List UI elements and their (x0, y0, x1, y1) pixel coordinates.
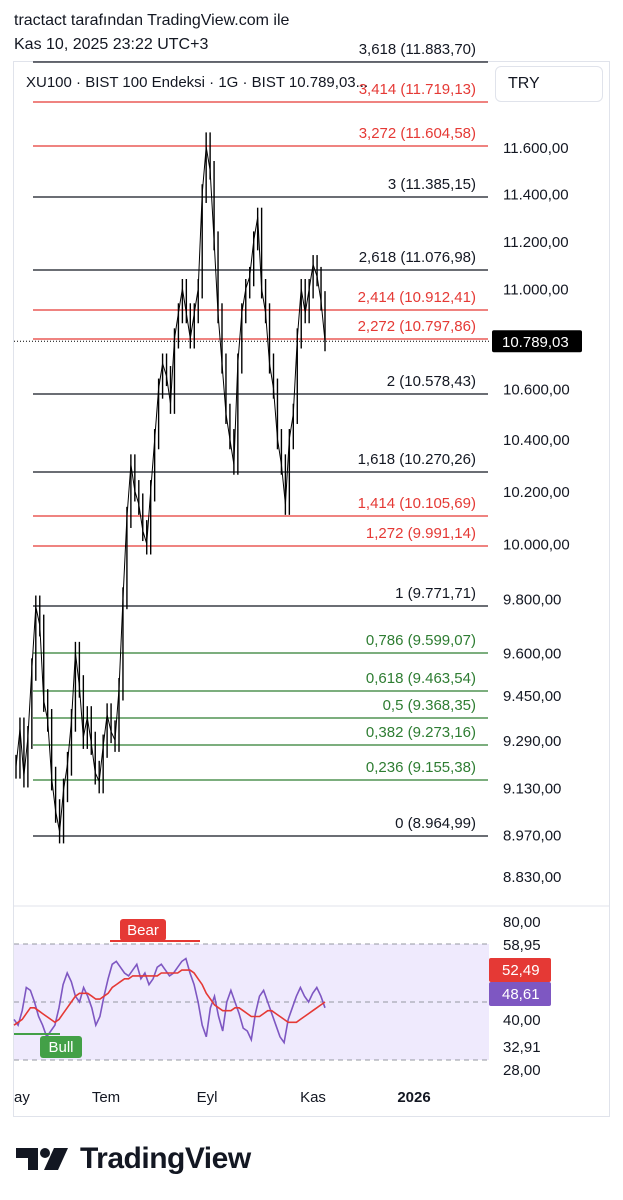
bull-label-box (40, 1036, 82, 1058)
tradingview-logo-icon (16, 1148, 68, 1170)
price-axis-label: 10.000,00 (503, 537, 570, 554)
rsi-ma-value: 52,49 (502, 962, 540, 979)
fib-level-label: 2,618 (11.076,98) (359, 249, 476, 266)
fib-level-label: 0,618 (9.463,54) (366, 670, 476, 687)
date-line: Kas 10, 2025 23:22 UTC+3 (14, 36, 209, 53)
price-axis-label: 9.450,00 (503, 688, 561, 705)
x-axis-label: ay (14, 1089, 30, 1106)
fib-level-label: 2,414 (10.912,41) (358, 289, 476, 306)
rsi-value: 48,61 (502, 986, 540, 1003)
bull-label: Bull (48, 1039, 73, 1056)
fib-level-label: 1,272 (9.991,14) (366, 525, 476, 542)
price-axis-label: 8.970,00 (503, 828, 561, 845)
price-axis-label: 9.130,00 (503, 780, 561, 797)
x-axis-label: 2026 (397, 1089, 430, 1106)
x-axis-label: Tem (92, 1089, 120, 1106)
price-axis-label: 9.290,00 (503, 733, 561, 750)
bear-label-box (120, 919, 166, 941)
rsi-axis-label: 80,00 (503, 914, 541, 931)
fib-level-label: 0,5 (9.368,35) (383, 697, 476, 714)
rsi-ma-badge (489, 958, 551, 982)
price-axis-label: 9.800,00 (503, 591, 561, 608)
price-axis-label: 11.600,00 (503, 140, 569, 157)
rsi-axis-label: 40,00 (503, 1012, 541, 1029)
fib-level-label: 2 (10.578,43) (387, 373, 476, 390)
fib-level-label: 0,786 (9.599,07) (366, 632, 476, 649)
rsi-line (13, 957, 326, 1045)
last-price-badge (492, 330, 582, 353)
price-axis-label: 9.600,00 (503, 646, 561, 663)
fib-level-label: 1,414 (10.105,69) (358, 495, 476, 512)
price-axis-label: 10.600,00 (503, 382, 570, 399)
rsi-axis-label: 58,95 (503, 937, 541, 954)
price-axis-label: 11.200,00 (503, 234, 569, 251)
currency-button[interactable]: TRY (495, 66, 603, 102)
fib-level-label: 3,414 (11.719,13) (359, 81, 476, 98)
author-line: tractact tarafından TradingView.com ile (14, 12, 290, 29)
fib-level-label: 3,618 (11.883,70) (359, 41, 476, 58)
price-axis-label: 10.400,00 (503, 432, 570, 449)
rsi-axis-label: 32,91 (503, 1039, 541, 1056)
x-axis-label: Kas (300, 1089, 326, 1106)
last-price-label: 10.789,03 (502, 334, 569, 351)
tradingview-brand[interactable]: TradingView (16, 1142, 251, 1176)
price-axis-label: 11.400,00 (503, 187, 569, 204)
fib-level-label: 3,272 (11.604,58) (359, 125, 476, 142)
fib-level-label: 1,618 (10.270,26) (358, 451, 476, 468)
price-series-line (15, 147, 326, 832)
brand-name: TradingView (80, 1142, 251, 1175)
fib-level-label: 2,272 (10.797,86) (358, 318, 476, 335)
symbol-legend[interactable]: XU100 · BIST 100 Endeksi · 1G · BIST 10.… (26, 74, 369, 91)
price-axis-label: 11.000,00 (503, 282, 569, 299)
fib-level-label: 1 (9.771,71) (395, 585, 476, 602)
fib-level-label: 0,236 (9.155,38) (366, 759, 476, 776)
price-axis-label: 8.830,00 (503, 869, 561, 886)
fib-level-label: 3 (11.385,15) (388, 176, 476, 193)
fib-level-label: 0,382 (9.273,16) (366, 724, 476, 741)
rsi-value-badge (489, 982, 551, 1006)
rsi-axis-label: 28,00 (503, 1062, 541, 1079)
fib-level-label: 0 (8.964,99) (395, 815, 476, 832)
bear-label: Bear (127, 922, 159, 939)
x-axis-label: Eyl (197, 1089, 218, 1106)
price-axis-label: 10.200,00 (503, 484, 570, 501)
rsi-ma-line (13, 969, 326, 1026)
